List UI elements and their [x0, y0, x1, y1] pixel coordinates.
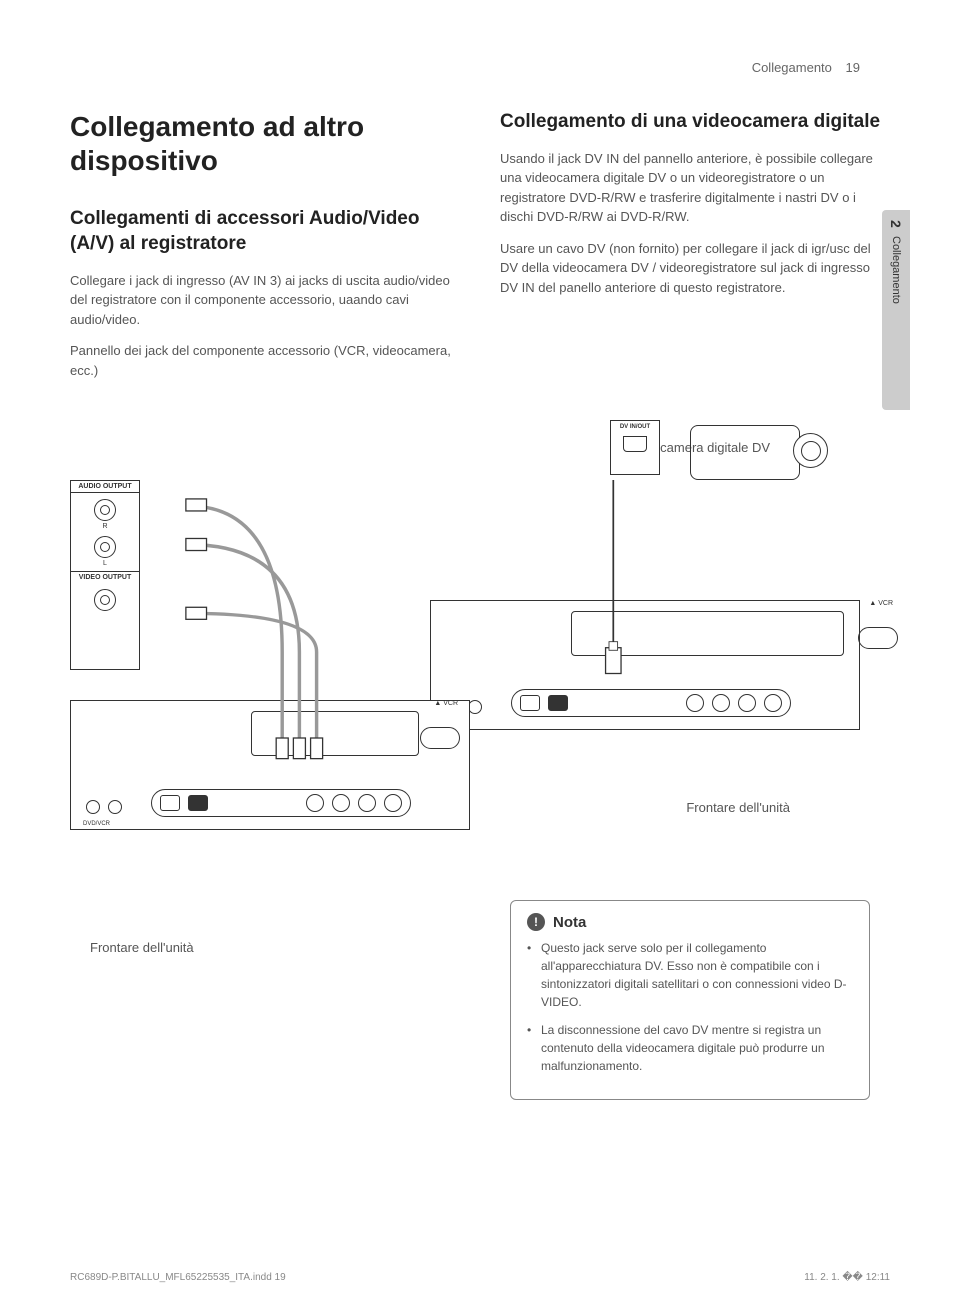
ctrl-circle	[332, 794, 350, 812]
ctrl-btn	[520, 695, 540, 711]
ctrl-circle	[306, 794, 324, 812]
res-btn-right	[468, 700, 482, 714]
right-paragraph-2: Usare un cavo DV (non fornito) per colle…	[500, 239, 890, 298]
section-tab: 2 Collegamento	[882, 210, 910, 410]
small-controls-left	[86, 800, 122, 814]
page-header: Collegamento 19	[752, 60, 860, 75]
dvd-vcr-label-left: DVD/VCR	[83, 821, 110, 827]
video-output-label: VIDEO OUTPUT	[71, 572, 139, 583]
right-paragraph-1: Usando il jack DV IN del pannello anteri…	[500, 149, 890, 227]
camcorder-body	[690, 425, 800, 480]
right-subheading: Collegamento di una videocamera digitale	[500, 110, 890, 135]
front-unit-label-right: Frontare dell'unità	[686, 800, 790, 815]
main-heading: Collegamento ad altro dispositivo	[70, 110, 460, 177]
ctrl-btn	[160, 795, 180, 811]
connection-diagram: Videocamera digitale DV AUDIO OUTPUT R L…	[70, 480, 890, 910]
front-unit-label-left: Frontare dell'unità	[90, 940, 194, 955]
footer-left: RC689D-P.BITALLU_MFL65225535_ITA.indd 19	[70, 1272, 286, 1283]
dv-port: DV IN/OUT	[610, 420, 660, 475]
left-column: Collegamento ad altro dispositivo Colleg…	[70, 110, 460, 392]
tab-number: 2	[888, 220, 904, 228]
section-name: Collegamento	[752, 60, 832, 75]
ctrl-circle	[738, 694, 756, 712]
audio-output-label: AUDIO OUTPUT	[71, 481, 139, 493]
ctrl-btn-dark	[548, 695, 568, 711]
video-section: VIDEO OUTPUT	[71, 571, 139, 611]
av-output-panel: AUDIO OUTPUT R L VIDEO OUTPUT	[70, 480, 140, 670]
camcorder-lens	[793, 433, 828, 468]
ctrl-btn-dark	[188, 795, 208, 811]
vcr-slot-left: ▲ VCR	[251, 711, 419, 756]
left-subheading: Collegamenti di accessori Audio/Video (A…	[70, 207, 460, 256]
left-paragraph-1: Collegare i jack di ingresso (AV IN 3) a…	[70, 271, 460, 330]
ctrl-circle	[358, 794, 376, 812]
footer-right: 11. 2. 1. �� 12:11	[804, 1272, 890, 1283]
right-column: Collegamento di una videocamera digitale…	[500, 110, 890, 392]
dv-port-slot	[623, 436, 647, 452]
ctrl-circle	[384, 794, 402, 812]
content-columns: Collegamento ad altro dispositivo Colleg…	[70, 110, 890, 392]
tab-text: Collegamento	[890, 236, 902, 304]
res-btn-left	[108, 800, 122, 814]
note-list: Questo jack serve solo per il collegamen…	[527, 939, 853, 1075]
audio-jack-l	[94, 536, 116, 558]
r-label: R	[71, 523, 139, 530]
vcr-eject-left	[420, 727, 460, 749]
ctrl-circle	[686, 694, 704, 712]
device-left: ▲ VCR DVD/VCR	[70, 700, 470, 830]
info-icon: !	[527, 913, 545, 931]
ctrl-circle	[712, 694, 730, 712]
note-header: ! Nota	[527, 913, 853, 931]
vcr-label-right: ▲ VCR	[869, 600, 893, 607]
note-item: La disconnessione del cavo DV mentre si …	[527, 1021, 853, 1075]
dvd-vcr-btn-left	[86, 800, 100, 814]
note-item: Questo jack serve solo per il collegamen…	[527, 939, 853, 1011]
l-label: L	[71, 560, 139, 567]
vcr-slot-right: ▲ VCR	[571, 611, 844, 656]
control-strip-left	[151, 789, 411, 817]
dv-port-label: DV IN/OUT	[611, 421, 659, 430]
page-number: 19	[846, 60, 860, 75]
page-footer: RC689D-P.BITALLU_MFL65225535_ITA.indd 19…	[70, 1272, 890, 1283]
vcr-label-left: ▲ VCR	[434, 700, 458, 707]
note-title: Nota	[553, 914, 586, 931]
camcorder-icon	[670, 425, 820, 495]
video-jack	[94, 589, 116, 611]
audio-jack-r	[94, 499, 116, 521]
left-paragraph-2: Pannello dei jack del componente accesso…	[70, 341, 460, 380]
vcr-eject-right	[858, 627, 898, 649]
control-strip-right	[511, 689, 791, 717]
note-box: ! Nota Questo jack serve solo per il col…	[510, 900, 870, 1100]
ctrl-circle	[764, 694, 782, 712]
device-right: ▲ VCR DVD/VCR	[430, 600, 860, 730]
